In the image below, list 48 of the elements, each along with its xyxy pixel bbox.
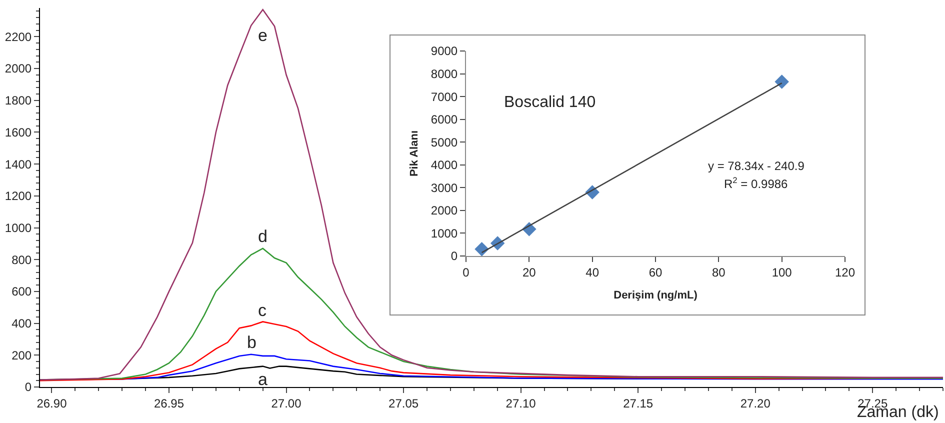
- x-tick-label: 27.05: [388, 396, 419, 410]
- annotation: Boscalid 140: [504, 94, 596, 111]
- y-tick-label: 5000: [430, 135, 458, 150]
- y-tick-label: 2000: [430, 204, 458, 218]
- y-tick-label: 2200: [4, 30, 32, 44]
- y-tick-label: 9000: [430, 44, 458, 58]
- y-tick-label: 8000: [430, 66, 458, 81]
- y-tick-label: 1000: [4, 220, 32, 235]
- y-tick-label: 200: [12, 348, 32, 362]
- y-tick-label: 1000: [430, 226, 458, 240]
- y-tick-label: 1400: [4, 157, 32, 172]
- x-tick-label: 20: [522, 265, 536, 280]
- series-label: c: [258, 301, 267, 320]
- y-tick-label: 7000: [430, 90, 458, 104]
- annotation: R$^{2}$ = 0.9986: [724, 175, 788, 192]
- x-tick-label: 26.90: [36, 396, 68, 410]
- y-tick-label: 1800: [4, 94, 32, 108]
- x-tick-label: 0: [462, 265, 470, 280]
- x-tick-label: 100: [772, 265, 792, 280]
- y-tick-label: 3000: [430, 180, 458, 195]
- y-tick-label: 400: [12, 316, 32, 330]
- y-tick-label: 6000: [430, 112, 458, 127]
- y-axis-title: Pik Alanı: [408, 130, 421, 177]
- x-tick-label: 27.15: [623, 396, 654, 410]
- x-axis-title: Derişim (ng/mL): [614, 290, 698, 302]
- series-label: d: [258, 227, 268, 246]
- x-tick-label: 60: [648, 265, 662, 280]
- x-tick-label: 120: [834, 265, 856, 280]
- y-tick-label: 2000: [4, 62, 32, 76]
- y-tick-label: 0: [24, 380, 32, 394]
- x-tick-label: 27.10: [506, 396, 536, 410]
- x-tick-label: 80: [712, 265, 726, 280]
- y-tick-label: 1200: [4, 189, 32, 204]
- y-tick-label: 1600: [4, 125, 32, 140]
- y-tick-label: 0: [450, 249, 458, 264]
- point: [474, 242, 489, 256]
- y-tick-label: 600: [12, 284, 32, 299]
- annotation: y = 78.34x - 240.9: [708, 159, 805, 173]
- series-label: a: [258, 370, 268, 389]
- series-label: b: [247, 333, 256, 352]
- series-label: e: [258, 26, 268, 45]
- y-tick-label: 4000: [430, 158, 458, 172]
- point: [774, 74, 789, 89]
- x-tick-label: 26.95: [154, 396, 184, 410]
- x-tick-label: 40: [586, 265, 600, 280]
- x-tick-label: 27.20: [740, 396, 771, 410]
- x-tick-label: 27.00: [271, 396, 302, 410]
- y-tick-label: 800: [12, 252, 32, 267]
